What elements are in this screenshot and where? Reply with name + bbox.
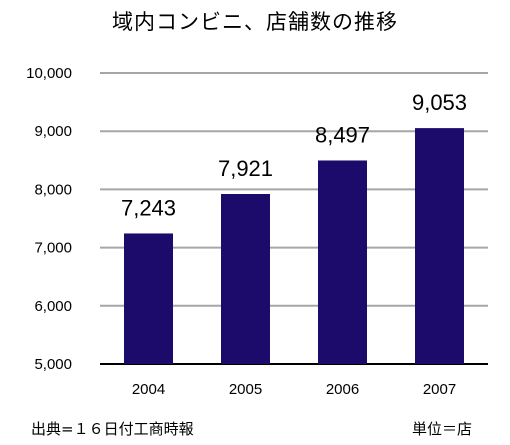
bar <box>415 128 464 364</box>
bar <box>221 193 270 364</box>
y-tick-labels: 5,000 6,000 7,000 8,000 9,000 10,000 <box>26 65 72 373</box>
bar <box>318 160 367 364</box>
data-label: 8,497 <box>315 122 370 147</box>
y-tick-label: 6,000 <box>34 298 72 315</box>
bar <box>124 233 173 364</box>
y-tick-label: 8,000 <box>34 181 72 198</box>
data-label: 7,921 <box>218 156 273 181</box>
data-label: 7,243 <box>121 195 176 220</box>
data-label: 9,053 <box>412 90 467 115</box>
y-tick-label: 10,000 <box>26 65 72 82</box>
x-tick-label: 2007 <box>423 381 456 398</box>
bars <box>124 128 464 364</box>
unit-note: 単位＝店 <box>411 420 472 438</box>
data-labels: 7,243 7,921 8,497 9,053 <box>121 90 467 220</box>
source-note: 出典=１６日付工商時報 <box>31 420 194 438</box>
x-tick-label: 2006 <box>326 381 359 398</box>
x-tick-label: 2005 <box>229 381 262 398</box>
chart-title: 域内コンビニ、店舗数の推移 <box>112 10 398 34</box>
y-tick-label: 5,000 <box>34 356 72 373</box>
x-tick-labels: 2004 2005 2006 2007 <box>132 381 456 398</box>
y-tick-label: 7,000 <box>34 240 72 257</box>
y-tick-label: 9,000 <box>34 123 72 140</box>
x-tick-label: 2004 <box>132 381 165 398</box>
